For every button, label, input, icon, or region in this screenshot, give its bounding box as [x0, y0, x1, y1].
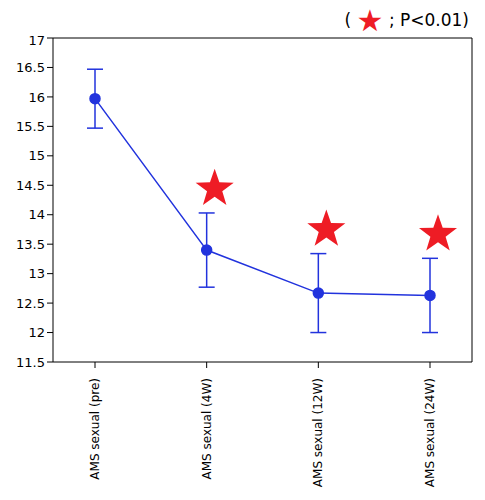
svg-text:13.5: 13.5 [16, 237, 45, 252]
svg-text:12: 12 [28, 325, 45, 340]
svg-text:13: 13 [28, 266, 45, 281]
svg-text:AMS sexual (4W): AMS sexual (4W) [200, 378, 214, 480]
svg-text:15.5: 15.5 [16, 119, 45, 134]
svg-text:14: 14 [28, 207, 45, 222]
svg-text:16: 16 [28, 90, 45, 105]
svg-text:AMS sexual (24W): AMS sexual (24W) [423, 378, 437, 487]
svg-text:AMS sexual (pre): AMS sexual (pre) [88, 378, 102, 480]
html-text:(★; P<0.01): (★; P<0.01) [344, 3, 469, 38]
svg-text:17: 17 [28, 33, 45, 48]
svg-text:16.5: 16.5 [16, 60, 45, 75]
svg-text:12.5: 12.5 [16, 296, 45, 311]
svg-text:AMS sexual (12W): AMS sexual (12W) [311, 378, 325, 487]
svg-text:11.5: 11.5 [16, 355, 45, 370]
svg-text:15: 15 [28, 148, 45, 163]
svg-text:14.5: 14.5 [16, 178, 45, 193]
